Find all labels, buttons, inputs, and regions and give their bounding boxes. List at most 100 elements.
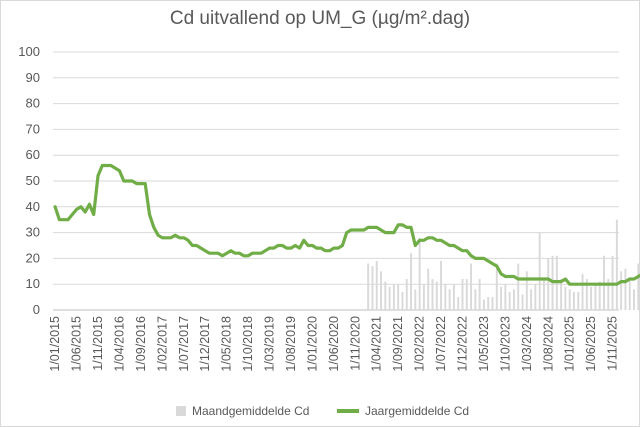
y-tick-label-50: 50 [26, 173, 40, 188]
bar-monthly [422, 284, 425, 310]
bar-monthly [474, 289, 477, 310]
x-tick-label: 1/04/2021 [370, 316, 384, 372]
legend-swatch-line [337, 409, 359, 413]
x-tick-label: 1/07/2017 [177, 316, 191, 372]
x-tick-label: 1/08/2024 [541, 316, 555, 372]
bar-monthly [560, 279, 563, 310]
legend-item-monthly: Maandgemiddelde Cd [176, 404, 309, 418]
bar-monthly [508, 291, 511, 310]
x-tick-label: 1/01/2015 [48, 316, 62, 372]
bar-monthly [427, 268, 430, 310]
x-tick-label: 1/10/2023 [498, 316, 512, 372]
bar-monthly [405, 279, 408, 310]
y-tick-label-10: 10 [26, 276, 40, 291]
bar-monthly [530, 289, 533, 310]
bar-monthly [435, 281, 438, 310]
bar-monthly [401, 291, 404, 310]
x-tick-label: 1/09/2016 [134, 316, 148, 372]
bar-monthly [628, 279, 631, 310]
x-tick-label: 1/08/2019 [284, 316, 298, 372]
bar-monthly [573, 291, 575, 310]
y-tick-label-0: 0 [33, 302, 40, 317]
bar-monthly [581, 273, 584, 310]
bar-monthly [568, 289, 571, 310]
bar-monthly [538, 232, 541, 310]
bar-monthly [431, 279, 434, 310]
bar-monthly [512, 289, 515, 310]
bar-monthly [577, 291, 580, 310]
bar-monthly [521, 294, 524, 310]
bar-monthly [384, 281, 387, 310]
bar-monthly [637, 263, 640, 310]
x-tick-label: 1/11/2025 [606, 316, 620, 371]
bar-monthly [414, 289, 417, 310]
line-annual-average [53, 163, 640, 286]
y-tick-label-90: 90 [26, 70, 40, 85]
x-tick-label: 1/10/2018 [241, 316, 255, 372]
x-tick-label: 1/09/2021 [391, 316, 405, 372]
bar-monthly [598, 281, 601, 310]
bar-monthly [452, 284, 455, 310]
bar-monthly [607, 279, 610, 310]
bar-monthly [418, 237, 421, 310]
annual-line [53, 163, 640, 286]
x-tick-label: 1/04/2016 [112, 316, 126, 372]
legend-label-annual: Jaargemiddelde Cd [365, 404, 470, 418]
bar-monthly [375, 260, 378, 310]
bar-monthly [547, 258, 550, 310]
bar-monthly [615, 219, 618, 310]
bar-monthly [448, 289, 451, 310]
bar-monthly [525, 271, 528, 310]
y-tick-label-40: 40 [26, 199, 40, 214]
x-tick-label: 1/06/2020 [327, 316, 341, 372]
y-tick-label-80: 80 [26, 96, 40, 111]
x-tick-label: 1/12/2017 [198, 316, 212, 372]
bar-monthly [517, 263, 520, 310]
bar-monthly [444, 284, 447, 310]
y-axis-labels: 0 10 20 30 40 50 60 70 80 90 100 [18, 44, 40, 317]
y-tick-label-60: 60 [26, 147, 40, 162]
x-tick-label: 1/01/2025 [563, 316, 577, 372]
bar-monthly [594, 284, 597, 310]
bar-monthly [397, 284, 400, 310]
bar-monthly [388, 286, 391, 310]
legend-label-monthly: Maandgemiddelde Cd [192, 404, 310, 418]
bar-monthly [457, 297, 460, 310]
x-tick-label: 1/02/2022 [413, 316, 427, 372]
x-tick-label: 1/05/2018 [220, 316, 234, 372]
bar-monthly [367, 263, 370, 310]
legend: Maandgemiddelde Cd Jaargemiddelde Cd [0, 404, 640, 422]
bar-monthly [590, 286, 593, 310]
bar-monthly [633, 289, 635, 310]
chart-title: Cd uitvallend op UM_G (µg/m².dag) [169, 8, 471, 29]
gridlines [53, 51, 619, 311]
y-tick-label-30: 30 [26, 225, 40, 240]
x-axis-labels: 1/01/2015 1/06/2015 1/11/2015 1/04/2016 1/09… [48, 316, 619, 372]
x-tick-label: 1/11/2020 [348, 316, 362, 371]
bar-monthly [478, 279, 481, 310]
bar-monthly [482, 299, 485, 310]
x-tick-label: 1/05/2023 [477, 316, 491, 372]
x-tick-label: 1/02/2017 [155, 316, 169, 372]
bar-monthly [487, 297, 490, 310]
bar-monthly [410, 253, 413, 310]
bar-monthly [470, 263, 473, 310]
legend-swatch-bar [176, 406, 186, 416]
y-tick-label-100: 100 [18, 44, 40, 59]
x-tick-label: 1/07/2022 [434, 316, 448, 372]
y-tick-label-20: 20 [26, 250, 40, 265]
bar-monthly [465, 279, 468, 310]
bar-monthly [564, 286, 567, 310]
bar-monthly [542, 279, 545, 310]
y-tick-label-70: 70 [26, 121, 40, 136]
bar-monthly [491, 297, 494, 310]
bar-monthly [585, 279, 588, 310]
x-tick-label: 1/12/2022 [455, 316, 469, 372]
x-tick-label: 1/01/2020 [305, 316, 319, 372]
bar-monthly [504, 284, 507, 310]
x-tick-label: 1/03/2019 [263, 316, 277, 372]
bar-monthly [461, 279, 464, 310]
bar-monthly [392, 284, 395, 310]
